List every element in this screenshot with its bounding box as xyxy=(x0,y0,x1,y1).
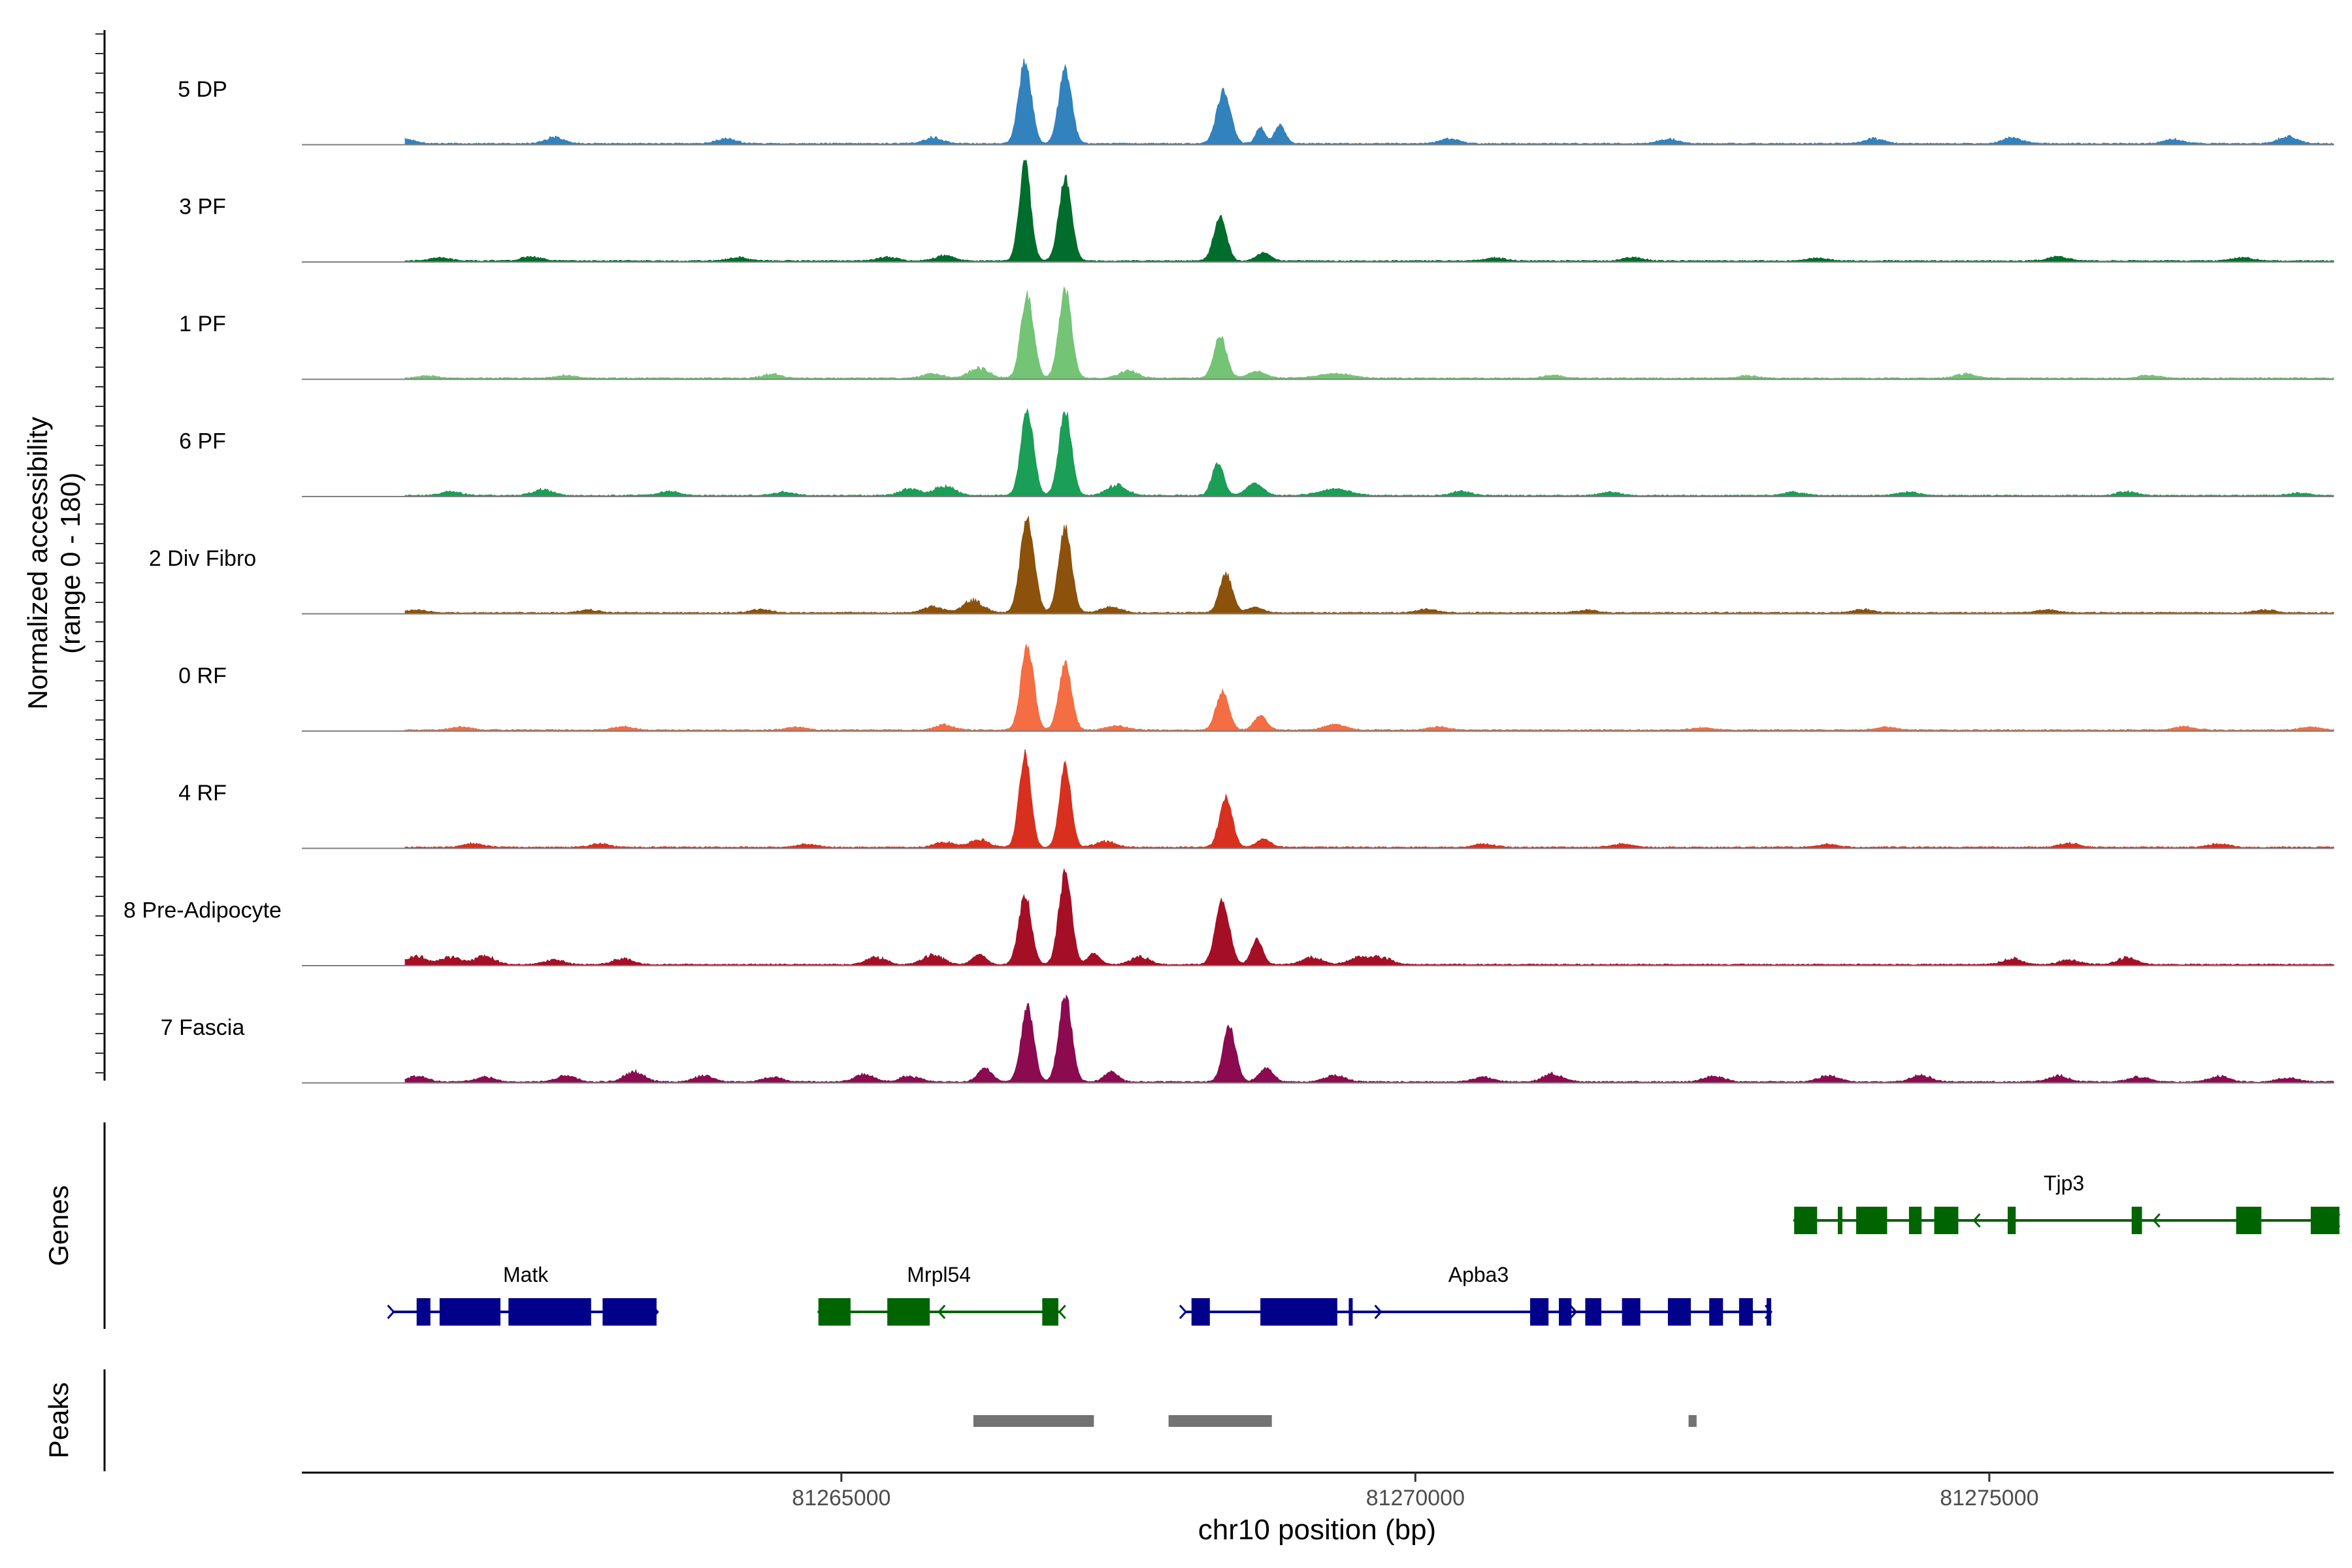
track-3-pf: 3 PF xyxy=(179,159,2334,263)
gene-mrpl54: Mrpl54 xyxy=(817,1263,1066,1326)
genes-panel: Genes Matk Mrpl54 Apba3 Tjp3 xyxy=(43,1122,2341,1329)
track-label: 2 Div Fibro xyxy=(149,546,256,571)
gene-exon xyxy=(2310,1207,2340,1234)
strand-arrow xyxy=(1972,1213,1981,1228)
gene-exon xyxy=(1260,1298,1337,1326)
strand-arrow xyxy=(1374,1304,1382,1320)
peak-region xyxy=(973,1415,1094,1427)
track-7-fascia: 7 Fascia xyxy=(161,994,2334,1084)
gene-exon xyxy=(1558,1298,1572,1326)
gene-exon xyxy=(887,1298,930,1326)
peak-regions xyxy=(973,1415,1697,1427)
coverage-area xyxy=(404,644,2334,732)
track-label: 3 PF xyxy=(179,195,226,220)
gene-apba3: Apba3 xyxy=(1179,1263,1773,1326)
track-0-rf: 0 RF xyxy=(178,644,2334,732)
track-6-pf: 6 PF xyxy=(179,408,2334,497)
gene-label: Mrpl54 xyxy=(907,1263,971,1286)
x-tick-label: 81275000 xyxy=(1940,1486,2038,1511)
gene-exon xyxy=(1348,1298,1353,1326)
gene-exon xyxy=(508,1298,591,1326)
coverage-area xyxy=(404,868,2334,966)
coverage-area xyxy=(404,515,2334,614)
gene-label: Matk xyxy=(503,1263,549,1286)
gene-exon xyxy=(1622,1298,1641,1326)
gene-matk: Matk xyxy=(387,1263,659,1326)
track-5-dp: 5 DP xyxy=(178,58,2334,146)
track-label: 0 RF xyxy=(178,664,227,689)
coverage-area xyxy=(404,286,2334,380)
gene-exon xyxy=(1667,1298,1691,1326)
track-label: 4 RF xyxy=(178,781,227,806)
gene-exon xyxy=(1934,1207,1959,1234)
track-label: 6 PF xyxy=(179,429,226,454)
strand-arrow xyxy=(1058,1304,1066,1320)
gene-exon xyxy=(2007,1207,2016,1234)
track-label: 5 DP xyxy=(178,77,227,102)
gene-exon xyxy=(439,1298,500,1326)
coverage-axis xyxy=(95,30,106,1081)
track-label: 8 Pre-Adipocyte xyxy=(123,898,282,923)
peaks-panel: Peaks xyxy=(43,1369,1697,1471)
strand-arrow xyxy=(1569,1304,1578,1320)
gene-exon xyxy=(1739,1298,1753,1326)
peak-region xyxy=(1168,1415,1272,1427)
x-axis-title: chr10 position (bp) xyxy=(1198,1514,1436,1546)
x-axis-ticks: 81265000 81270000 81275000 xyxy=(792,1473,2039,1511)
y-axis-label: Normalized accessibility xyxy=(22,417,53,710)
gene-exon xyxy=(1709,1298,1723,1326)
gene-exon xyxy=(1767,1298,1772,1326)
track-2-div-fibro: 2 Div Fibro xyxy=(149,515,2334,615)
coverage-area xyxy=(404,58,2334,145)
track-8-pre-adipocyte: 8 Pre-Adipocyte xyxy=(123,868,2334,966)
genes-panel-label: Genes xyxy=(43,1185,74,1266)
coverage-area xyxy=(404,749,2334,849)
gene-label: Tjp3 xyxy=(2044,1171,2084,1195)
coverage-tracks: 5 DP 3 PF 1 PF 6 PF 2 Div Fibro 0 RF 4 RF 8 Pre… xyxy=(123,58,2334,1084)
strand-arrow xyxy=(1179,1304,1187,1320)
y-axis-range-label: (range 0 - 180) xyxy=(55,472,86,654)
gene-exon xyxy=(818,1298,851,1326)
track-label: 7 Fascia xyxy=(161,1015,245,1040)
track-4-rf: 4 RF xyxy=(178,749,2334,849)
x-tick-label: 81265000 xyxy=(792,1486,890,1511)
track-label: 1 PF xyxy=(179,312,226,336)
gene-models: Matk Mrpl54 Apba3 Tjp3 xyxy=(387,1171,2341,1326)
gene-label: Apba3 xyxy=(1448,1263,1509,1286)
gene-exon xyxy=(1585,1298,1601,1326)
strand-arrow xyxy=(2152,1213,2161,1228)
coverage-area xyxy=(404,408,2334,497)
gene-exon xyxy=(602,1298,657,1326)
gene-exon xyxy=(416,1298,431,1326)
track-1-pf: 1 PF xyxy=(179,286,2334,380)
gene-exon xyxy=(1530,1298,1549,1326)
coverage-area xyxy=(404,159,2334,263)
gene-exon xyxy=(1908,1207,1922,1234)
peaks-panel-label: Peaks xyxy=(43,1382,74,1459)
gene-exon xyxy=(2131,1207,2142,1234)
gene-exon xyxy=(2236,1207,2262,1234)
gene-exon xyxy=(1794,1207,1818,1234)
x-tick-label: 81270000 xyxy=(1366,1486,1465,1511)
gene-exon xyxy=(1837,1207,1842,1234)
strand-arrow xyxy=(938,1304,946,1320)
gene-exon xyxy=(1042,1298,1058,1326)
gene-exon xyxy=(1856,1207,1887,1234)
y-axis-title: Normalized accessibility (range 0 - 180) xyxy=(22,417,86,710)
peak-region xyxy=(1688,1415,1697,1427)
coverage-area xyxy=(404,994,2334,1083)
gene-exon xyxy=(1191,1298,1210,1326)
strand-arrow xyxy=(387,1304,395,1320)
gene-tjp3: Tjp3 xyxy=(1793,1171,2341,1234)
x-axis: 81265000 81270000 81275000 chr10 position … xyxy=(302,1471,2334,1546)
